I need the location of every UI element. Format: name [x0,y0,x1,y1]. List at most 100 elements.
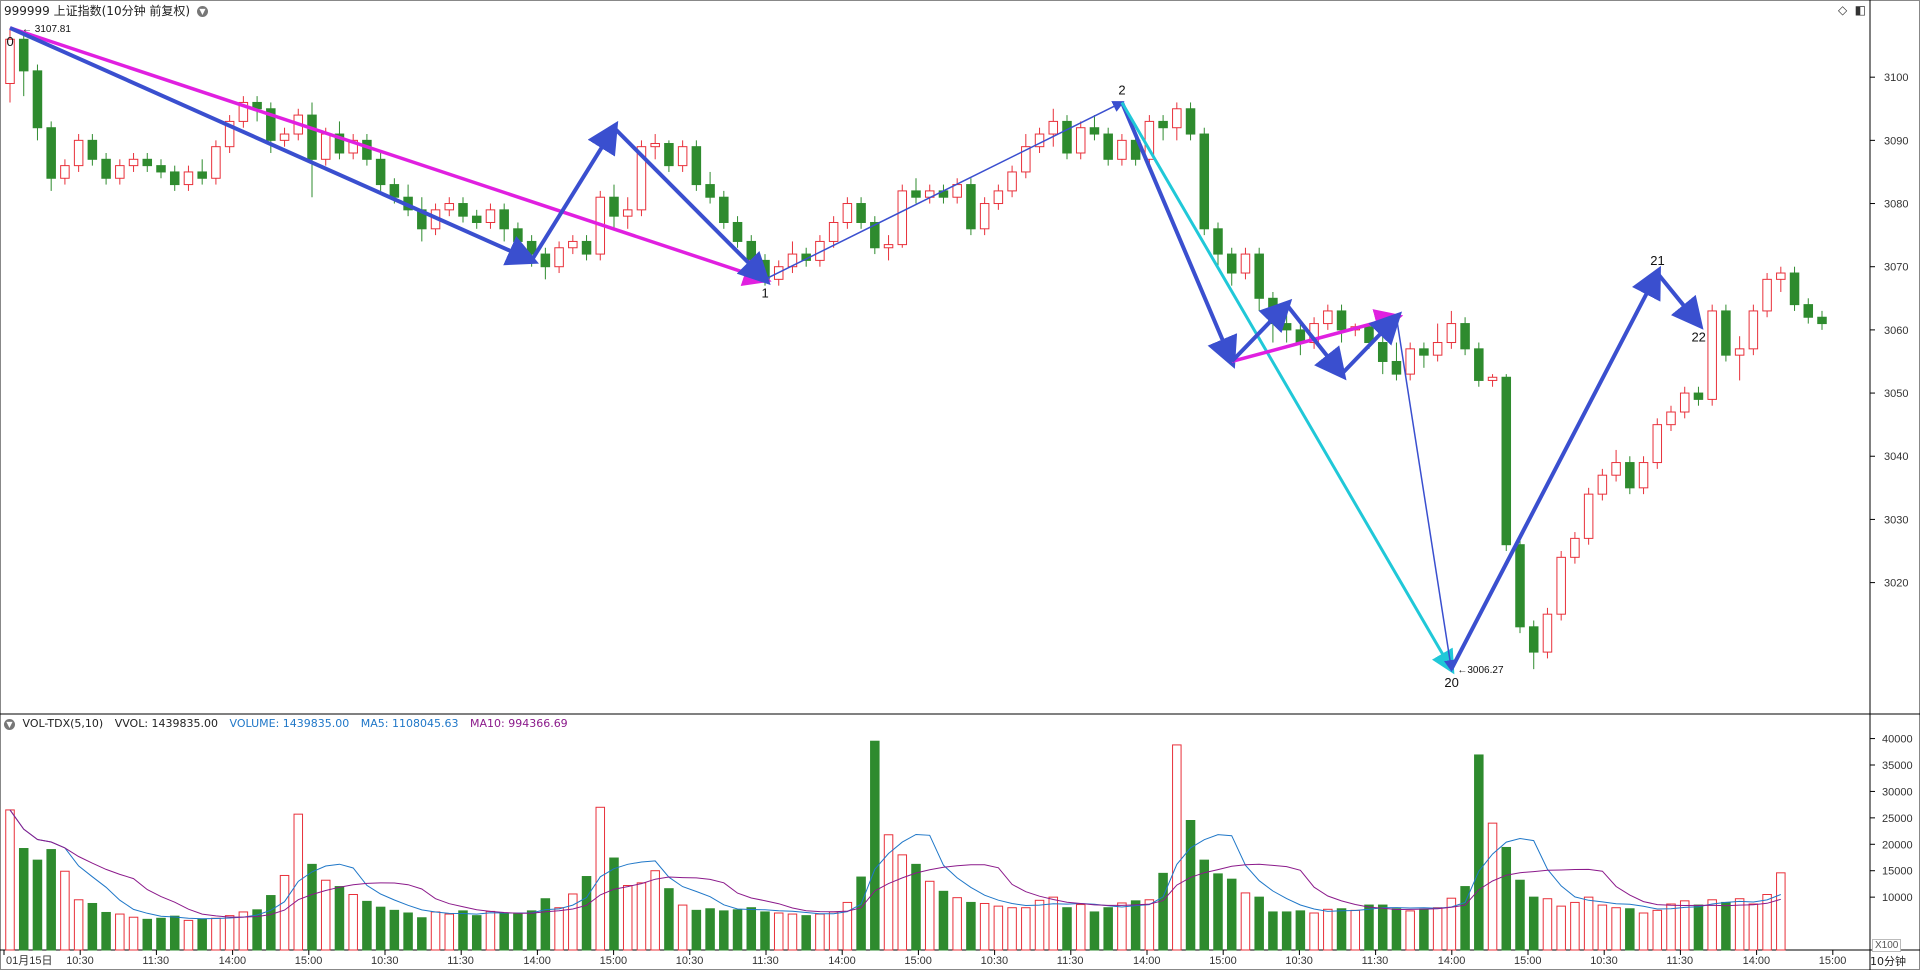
volume-bar [828,911,839,951]
volume-bar [197,918,207,951]
volume-bar [60,870,70,951]
volume-bar [1309,912,1319,951]
volume-bar [1007,907,1017,951]
volume-multiplier: X100 [1872,939,1902,952]
diamond-icon[interactable]: ◇ [1838,3,1848,17]
candle-body [746,240,757,261]
volume-bar [1281,911,1292,951]
volume-bar [526,910,537,951]
volume-bar [636,882,647,951]
time-tick-label: 14:00 [828,955,856,967]
volume-bar [5,809,15,951]
volume-bar [691,909,702,951]
time-tick-label: 10:30 [1285,955,1313,967]
candle-body [471,215,482,223]
time-tick-label: 14:00 [1743,955,1771,967]
volume-bar [1089,911,1100,951]
high-price-label: ← 3107.81 [22,24,71,35]
candle-body [389,184,400,198]
volume-bar [1185,820,1196,951]
candle-body [1652,424,1663,464]
candle-body [115,165,125,179]
volume-bar [1583,896,1594,951]
top-right-toolbar: ◇ ◧ [1834,3,1866,17]
candle-body [1748,310,1759,350]
volume-bar [732,909,743,951]
volume-bar [1021,907,1031,951]
volume-bar [307,863,317,951]
price-tick-label: 3080 [1884,199,1908,211]
candle-body [664,143,674,167]
volume-bar [1625,908,1635,951]
time-tick-label: 15:00 [295,955,323,967]
wave-line [764,101,1125,281]
volume-bar [1336,908,1347,951]
volume-bar [773,912,784,951]
volume-bar [46,849,56,951]
candle-body [650,143,660,148]
wave-line [9,26,539,266]
volume-bar [554,907,564,951]
volume-bar [458,910,468,951]
vol-indicator-name: VOL-TDX(5,10) [22,717,104,730]
candle-body [1089,127,1100,135]
time-tick-label: 14:00 [219,955,247,967]
volume-bar [1226,878,1237,951]
volume-bar [911,863,921,951]
candle-body [128,158,139,167]
volume-bar [1158,872,1168,951]
candle-body [1666,411,1676,426]
candle-body [1803,304,1814,318]
period-selector[interactable]: 10分钟 [1870,955,1906,968]
candle-body [1693,392,1704,400]
time-tick-label: 14:00 [1438,955,1466,967]
volume-bar [1048,896,1059,951]
candle-body [732,221,743,242]
candle-body [320,133,331,160]
axes: 3020 3030 3040 3050 3060 3070 3080 3090 3100 1000… [3,72,1913,967]
time-tick-label: 10:30 [371,955,399,967]
candle-body [1158,120,1168,129]
candle-body [897,190,908,246]
candle-body [499,209,509,230]
time-tick-label: 11:30 [1362,955,1389,967]
price-tick-label: 3090 [1884,135,1908,147]
panel-icon[interactable]: ◧ [1854,3,1866,17]
chevron-down-icon[interactable]: ▼ [196,6,208,17]
candle-body [142,158,153,167]
candle-body [238,101,249,122]
wave-label: 0 [7,34,14,49]
volume-bar [1391,908,1402,951]
candle-body [1679,392,1690,413]
volume-bar [622,885,633,951]
volume-bar [1460,886,1470,951]
candle-body [444,203,455,211]
candle-body [979,203,990,230]
volume-bar [1034,899,1045,951]
wave-line [9,26,772,286]
candle-body [169,171,180,186]
price-tick-label: 3040 [1884,451,1908,463]
candle-body [1240,253,1251,274]
volume-bar [719,910,729,951]
volume-bar [952,897,962,951]
candle-body [677,146,688,167]
wave-line [529,120,619,262]
candle-body [1638,462,1649,489]
candle-body [883,244,894,249]
volume-bar [1762,894,1772,951]
candle-body [1597,474,1608,495]
volume-bar [1748,903,1759,951]
candle-body [1734,348,1745,356]
candle-body [1199,133,1210,230]
chevron-down-icon[interactable]: ▼ [4,718,15,730]
candle-body [1762,278,1772,312]
volume-bar [389,909,400,951]
volume-bar [142,918,153,951]
price-panel [5,27,1827,670]
volume-bar [1652,909,1663,951]
candle-body [375,158,386,186]
candle-body [856,203,866,223]
candle-body [266,108,276,141]
